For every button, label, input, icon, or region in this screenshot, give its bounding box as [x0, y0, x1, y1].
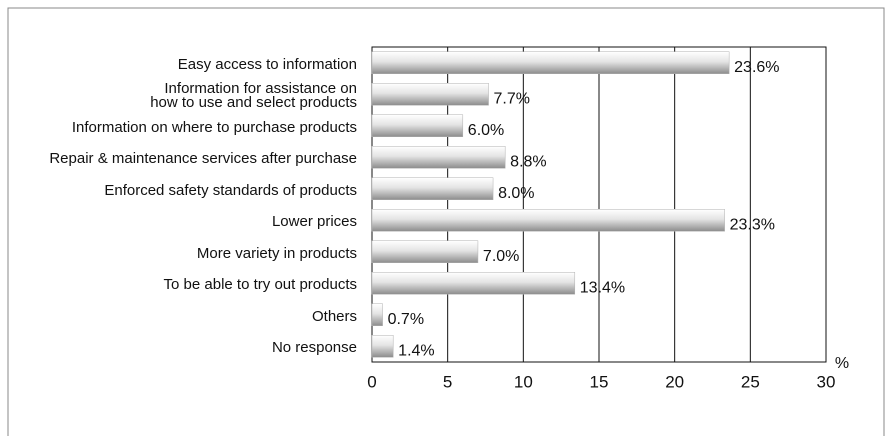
- bar: [371, 83, 489, 106]
- x-axis-label: %: [835, 355, 849, 372]
- x-tick-label: 20: [665, 372, 684, 391]
- value-label: 8.0%: [498, 185, 534, 202]
- x-tick-label: 0: [367, 372, 376, 391]
- x-tick-label: 15: [590, 372, 609, 391]
- category-label: To be able to try out products: [163, 276, 357, 294]
- x-tick-label: 30: [817, 372, 836, 391]
- x-tick-label: 10: [514, 372, 533, 391]
- bar: [371, 240, 479, 263]
- category-label: Easy access to information: [177, 55, 357, 73]
- category-label: Information for assistance on how to use…: [150, 80, 357, 112]
- bar: [371, 51, 730, 74]
- category-label: Enforced safety standards of products: [104, 181, 357, 199]
- value-label: 6.0%: [468, 122, 504, 139]
- value-label: 1.4%: [398, 342, 434, 359]
- bar: [371, 272, 576, 295]
- x-tick-label: 5: [443, 372, 452, 391]
- bar: [371, 177, 494, 200]
- value-label: 23.6%: [734, 59, 779, 76]
- category-label: Others: [311, 307, 357, 325]
- frame: [7, 7, 885, 436]
- value-label: 13.4%: [580, 279, 625, 296]
- category-label: No response: [271, 339, 357, 357]
- category-label: More variety in products: [196, 244, 357, 262]
- value-label: 7.7%: [494, 90, 530, 107]
- category-label: Information on where to purchase product…: [71, 118, 357, 136]
- x-tick-label: 25: [741, 372, 760, 391]
- bar: [371, 303, 383, 326]
- value-label: 8.8%: [510, 153, 546, 170]
- value-label: 23.3%: [730, 216, 775, 233]
- bar: [371, 146, 506, 169]
- category-label: Lower prices: [271, 213, 357, 231]
- bar: [371, 209, 725, 232]
- value-label: 7.0%: [483, 248, 519, 265]
- bar: [371, 335, 394, 358]
- category-label: Repair & maintenance services after purc…: [49, 150, 357, 168]
- value-label: 0.7%: [388, 311, 424, 328]
- bar: [371, 114, 464, 137]
